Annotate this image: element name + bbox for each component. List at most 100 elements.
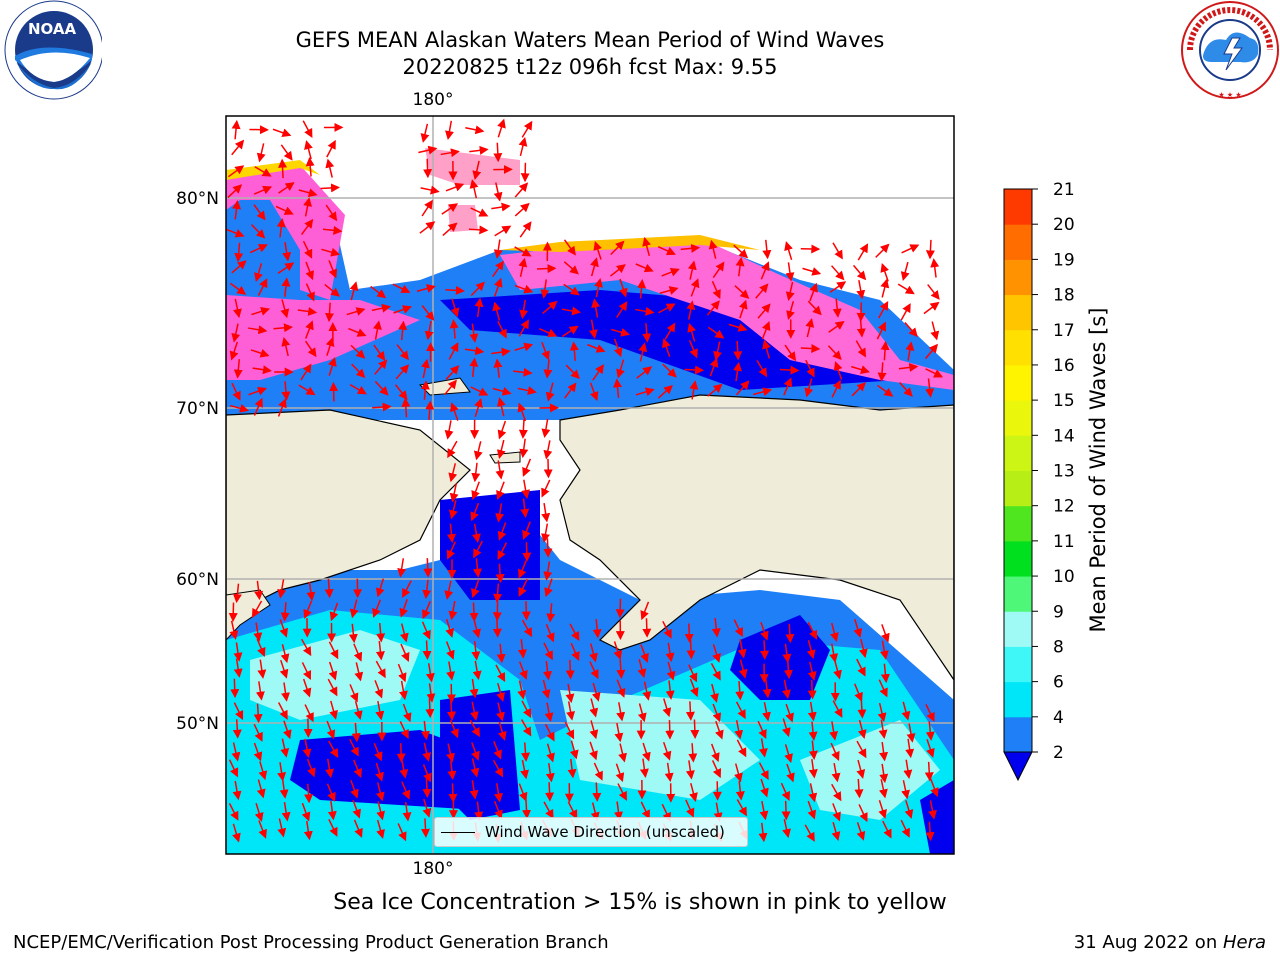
wind-wave-arrow [830, 622, 839, 642]
wind-wave-arrow [806, 640, 816, 660]
wind-wave-arrow [496, 702, 505, 722]
wind-wave-arrow [805, 318, 815, 338]
wind-wave-arrow [464, 346, 485, 356]
wind-wave-arrow [522, 521, 531, 540]
wind-wave-arrow [565, 364, 580, 380]
colorbar-cell [1004, 364, 1032, 401]
wind-wave-arrow [545, 382, 555, 402]
wind-wave-arrow [930, 258, 940, 278]
wind-wave-arrow [495, 460, 505, 480]
wind-wave-arrow [446, 743, 455, 763]
wind-wave-arrow [349, 281, 359, 301]
wind-wave-arrow [662, 338, 671, 358]
wind-wave-arrow [233, 702, 244, 721]
wind-wave-arrow [710, 663, 721, 681]
wind-wave-arrow [227, 165, 245, 178]
wind-wave-arrow [614, 801, 623, 821]
wind-wave-arrow [880, 278, 890, 298]
wind-wave-arrow [807, 701, 817, 722]
wind-wave-arrow [376, 623, 386, 643]
wind-wave-arrow [254, 166, 272, 177]
wind-wave-arrow [416, 284, 436, 293]
wind-wave-arrow [689, 678, 699, 698]
wind-wave-arrow [441, 203, 459, 215]
wind-wave-arrow [662, 698, 672, 718]
wind-wave-arrow [472, 160, 482, 180]
wind-wave-arrow [786, 763, 795, 783]
colorbar-tick-label: 12 [1053, 497, 1075, 517]
wind-wave-arrow [372, 402, 392, 412]
wind-wave-arrow [738, 299, 748, 319]
colorbar-label: Mean Period of Wind Waves [s] [1086, 307, 1110, 633]
wind-wave-arrow [522, 799, 532, 820]
wind-wave-arrow [903, 759, 913, 780]
wind-wave-arrow [734, 720, 744, 740]
wind-wave-arrow [348, 623, 358, 644]
wind-wave-arrow [733, 244, 749, 259]
wind-wave-arrow [444, 379, 457, 396]
wind-wave-arrow [375, 660, 386, 679]
wind-wave-arrow [423, 158, 433, 179]
wind-wave-arrow [302, 678, 312, 698]
wind-wave-arrow [521, 601, 531, 621]
wind-wave-arrow [927, 284, 940, 300]
wind-wave-arrow [276, 218, 286, 238]
wind-wave-arrow [689, 782, 698, 803]
wind-wave-arrow [469, 323, 479, 343]
wind-wave-arrow [497, 721, 507, 741]
wind-wave-arrow [303, 197, 313, 217]
wind-wave-arrow [856, 740, 867, 759]
wind-wave-arrow [493, 239, 503, 259]
wind-wave-arrow [448, 600, 458, 621]
wind-wave-arrow [762, 339, 771, 359]
wind-wave-arrow [496, 643, 506, 664]
svg-text:★ ★ ★: ★ ★ ★ [1218, 91, 1241, 99]
wind-wave-arrow [613, 641, 623, 660]
chart-title: GEFS MEAN Alaskan Waters Mean Period of … [295, 28, 885, 52]
wind-wave-arrow [497, 320, 507, 339]
wind-wave-arrow [349, 599, 359, 619]
wind-wave-arrow [521, 742, 531, 762]
wind-wave-arrow [828, 321, 845, 333]
wind-wave-arrow [901, 244, 920, 254]
wind-wave-arrow [712, 703, 722, 723]
wind-wave-arrow [858, 638, 868, 659]
wind-wave-arrow [543, 801, 554, 819]
wind-wave-arrow [279, 659, 289, 679]
wind-wave-arrow [517, 639, 527, 659]
wind-wave-arrow [712, 644, 721, 663]
wind-wave-arrow [248, 325, 268, 335]
wind-wave-arrow [521, 619, 533, 638]
wind-wave-arrow [735, 701, 746, 720]
wind-wave-arrow [328, 641, 339, 660]
wind-wave-arrow [637, 279, 647, 299]
wind-wave-arrow [392, 283, 411, 293]
legend-line-sample [441, 831, 475, 833]
wind-wave-arrow [277, 262, 295, 274]
wind-wave-arrow [277, 398, 287, 417]
wind-wave-arrow [253, 622, 263, 642]
colorbar-tick-label: 2 [1053, 743, 1064, 763]
wind-wave-arrow [353, 759, 362, 778]
wind-wave-arrow [925, 378, 935, 398]
wind-wave-arrow [231, 119, 241, 140]
wind-wave-arrow [254, 803, 264, 822]
wind-wave-arrow [298, 384, 316, 396]
wind-wave-arrow [450, 402, 459, 421]
wind-wave-arrow [878, 800, 887, 819]
lat-label-50: 50°N [176, 714, 219, 734]
sea-ice-band [226, 295, 420, 380]
wind-wave-arrow [808, 721, 818, 741]
wind-wave-arrow [447, 760, 457, 781]
wind-wave-arrow [280, 602, 290, 622]
wind-wave-arrow [782, 643, 792, 664]
wind-wave-arrow [371, 303, 392, 313]
wind-wave-arrow [518, 257, 528, 277]
wind-wave-arrow [728, 323, 748, 332]
wind-wave-arrow [469, 678, 479, 699]
wind-wave-arrow [711, 760, 722, 779]
wind-wave-arrow [878, 779, 888, 799]
wind-wave-arrow [326, 720, 336, 740]
wind-wave-arrow [297, 306, 318, 316]
wind-wave-arrow [496, 439, 506, 459]
